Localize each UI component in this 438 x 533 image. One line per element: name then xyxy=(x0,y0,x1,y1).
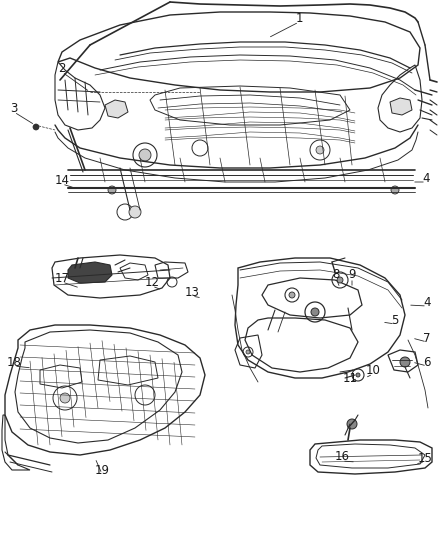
Text: 2: 2 xyxy=(58,61,66,75)
Text: 16: 16 xyxy=(335,450,350,464)
Text: 11: 11 xyxy=(343,372,357,384)
Circle shape xyxy=(337,277,343,283)
Text: 10: 10 xyxy=(366,364,381,376)
Text: 12: 12 xyxy=(145,276,159,288)
Circle shape xyxy=(311,308,319,316)
Text: 17: 17 xyxy=(54,271,70,285)
Circle shape xyxy=(108,186,116,194)
Polygon shape xyxy=(68,262,112,283)
Circle shape xyxy=(139,149,151,161)
Text: 1: 1 xyxy=(295,12,303,25)
Text: 3: 3 xyxy=(11,101,18,115)
Text: 14: 14 xyxy=(54,174,70,187)
Text: 15: 15 xyxy=(417,451,432,464)
Text: 13: 13 xyxy=(184,286,199,298)
Text: 19: 19 xyxy=(95,464,110,477)
Polygon shape xyxy=(390,98,412,115)
Text: 4: 4 xyxy=(423,295,431,309)
Circle shape xyxy=(356,373,360,377)
Polygon shape xyxy=(105,100,128,118)
Circle shape xyxy=(60,393,70,403)
Circle shape xyxy=(347,419,357,429)
Text: 6: 6 xyxy=(423,356,431,368)
Text: 9: 9 xyxy=(348,268,356,280)
Text: 7: 7 xyxy=(423,332,431,344)
Text: 5: 5 xyxy=(391,313,399,327)
Circle shape xyxy=(33,124,39,130)
Circle shape xyxy=(400,357,410,367)
Text: 18: 18 xyxy=(7,356,21,368)
Circle shape xyxy=(316,146,324,154)
Text: 4: 4 xyxy=(422,172,430,184)
Circle shape xyxy=(289,292,295,298)
Text: 8: 8 xyxy=(332,268,340,280)
Circle shape xyxy=(246,350,250,354)
Circle shape xyxy=(391,186,399,194)
Circle shape xyxy=(129,206,141,218)
